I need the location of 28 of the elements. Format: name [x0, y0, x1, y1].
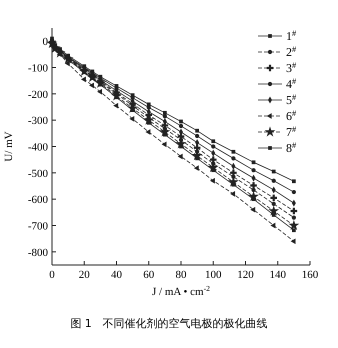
- legend-label: 8$^{#}$: [286, 140, 297, 155]
- x-tick-label: 160: [302, 269, 319, 281]
- x-tick-label: 80: [176, 269, 187, 281]
- y-tick-label: -200: [28, 88, 48, 101]
- x-tick-label: 120: [237, 269, 254, 281]
- x-axis-title: J / mA • cm$^{-2}$: [152, 284, 210, 298]
- y-tick-label: -700: [28, 220, 48, 232]
- legend-label: 5$^{#}$: [286, 92, 297, 107]
- y-tick-label: -800: [28, 246, 48, 259]
- y-tick-label: -600: [28, 194, 48, 206]
- caption: 图 1 不同催化剂的空气电极的极化曲线: [70, 317, 268, 330]
- x-tick-label: 60: [143, 269, 155, 281]
- x-tick-label: 40: [111, 269, 122, 281]
- x-tick-label: 140: [270, 269, 286, 281]
- legend-label: 1$^{#}$: [286, 28, 297, 43]
- legend-label: 2$^{#}$: [286, 44, 297, 59]
- x-tick-label: 20: [78, 269, 90, 281]
- legend-label: 6$^{#}$: [286, 108, 297, 123]
- y-tick-label: 0: [42, 36, 48, 48]
- legend-label: 4$^{#}$: [286, 76, 297, 91]
- y-tick-label: -400: [28, 142, 48, 154]
- x-tick-label: 100: [205, 269, 222, 281]
- y-tick-label: -300: [28, 115, 48, 128]
- y-tick-label: -100: [28, 62, 48, 74]
- y-tick-label: -500: [28, 168, 48, 180]
- y-axis-title: U/ mV: [3, 131, 15, 162]
- legend-label: 3$^{#}$: [286, 60, 297, 75]
- legend-label: 7$^{#}$: [286, 124, 297, 139]
